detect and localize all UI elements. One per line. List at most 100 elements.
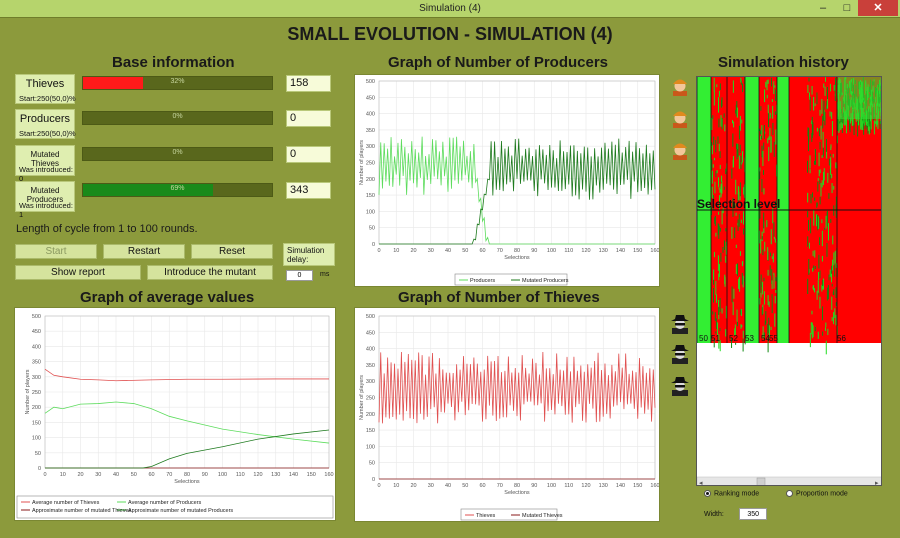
history-streak xyxy=(737,143,739,157)
x-tick-label: 30 xyxy=(95,472,101,478)
x-tick-label: 90 xyxy=(531,248,537,254)
history-streak xyxy=(808,77,810,82)
history-streak xyxy=(821,284,823,292)
history-streak xyxy=(735,212,737,216)
x-tick-label: 110 xyxy=(564,483,573,489)
history-streak xyxy=(867,121,869,131)
history-streak xyxy=(807,160,809,173)
y-tick-label: 0 xyxy=(372,242,375,248)
history-scroll-thumb xyxy=(756,477,766,485)
history-streak xyxy=(773,222,775,237)
y-tick-label: 100 xyxy=(366,444,375,450)
reset-button[interactable]: Reset xyxy=(191,244,273,259)
history-streak xyxy=(738,278,740,289)
history-streak xyxy=(845,116,847,125)
history-streak xyxy=(762,150,764,167)
history-streak xyxy=(725,241,727,255)
simulation-delay-unit: ms xyxy=(320,271,330,278)
history-streak xyxy=(715,170,717,178)
history-streak xyxy=(810,194,812,204)
x-tick-label: 60 xyxy=(479,248,485,254)
history-streak xyxy=(740,219,742,224)
show-report-button[interactable]: Show report xyxy=(15,265,141,280)
history-streak xyxy=(807,127,809,137)
history-streak xyxy=(736,143,738,150)
history-streak xyxy=(718,306,720,315)
history-streak xyxy=(807,211,809,218)
mutated-thieves-value: 0 xyxy=(286,146,331,163)
y-tick-label: 250 xyxy=(366,396,375,402)
history-scrollbar xyxy=(697,476,881,485)
history-streak xyxy=(770,326,772,331)
history-streak xyxy=(743,228,745,235)
history-streak xyxy=(831,173,833,179)
history-streak xyxy=(810,218,812,234)
history-streak xyxy=(759,128,761,132)
history-streak xyxy=(715,280,717,295)
x-tick-label: 160 xyxy=(324,472,333,478)
history-streak xyxy=(814,197,816,201)
history-streak xyxy=(714,217,716,224)
history-streak xyxy=(814,288,816,293)
history-streak xyxy=(828,274,830,281)
history-streak xyxy=(711,175,713,184)
history-streak xyxy=(759,167,761,172)
introduce-mutant-button[interactable]: Introduce the mutant xyxy=(147,265,273,280)
proportion-mode-radio[interactable]: Proportion mode xyxy=(786,490,848,497)
start-button[interactable]: Start xyxy=(15,244,97,259)
history-streak xyxy=(771,297,773,314)
history-map: 50 51 52 53 54 55 56◂ ▸ xyxy=(697,77,881,485)
history-streak xyxy=(761,307,763,316)
y-axis-label: Number of players xyxy=(25,369,31,414)
history-streak xyxy=(731,168,733,179)
history-streak xyxy=(874,121,876,124)
x-tick-label: 120 xyxy=(581,248,590,254)
history-streak xyxy=(775,129,777,145)
history-streak xyxy=(774,85,776,88)
history-streak xyxy=(717,322,719,335)
history-streak xyxy=(768,301,770,307)
thief-avatar-icon xyxy=(671,315,689,334)
history-streak xyxy=(818,271,820,281)
history-mark-label: 51 xyxy=(711,334,720,343)
history-streak xyxy=(811,322,813,325)
minimize-button[interactable]: – xyxy=(819,2,827,14)
history-streak xyxy=(719,327,721,332)
simulation-delay-input[interactable]: 0 xyxy=(286,270,313,281)
history-streak xyxy=(823,100,825,112)
ranking-mode-radio[interactable]: Ranking mode xyxy=(704,490,759,497)
history-streak xyxy=(814,266,816,269)
history-streak xyxy=(809,155,811,169)
close-button[interactable]: ✕ xyxy=(858,0,898,16)
y-tick-label: 200 xyxy=(32,405,41,411)
history-streak xyxy=(831,296,833,310)
producer-avatar-icon xyxy=(673,143,687,160)
history-streak xyxy=(740,80,742,85)
x-axis-label: Selections xyxy=(504,490,530,496)
history-streak xyxy=(722,247,724,253)
maximize-button[interactable]: □ xyxy=(843,2,851,14)
mutated-producers-progress-pct: 69% xyxy=(170,185,185,192)
x-tick-label: 40 xyxy=(445,483,451,489)
history-streak xyxy=(769,252,771,257)
history-streak xyxy=(770,136,772,153)
history-streak xyxy=(732,301,734,316)
history-streak xyxy=(821,219,823,224)
legend-label: Mutated Producers xyxy=(522,278,569,284)
history-streak xyxy=(764,89,766,103)
history-streak xyxy=(838,118,840,132)
history-streak xyxy=(840,117,842,129)
history-streak xyxy=(718,97,720,113)
history-streak xyxy=(734,205,736,209)
history-streak xyxy=(817,217,819,230)
restart-button[interactable]: Restart xyxy=(103,244,185,259)
page-title: SMALL EVOLUTION - SIMULATION (4) xyxy=(287,24,613,44)
width-spinner[interactable]: 350 xyxy=(739,508,767,520)
history-streak xyxy=(861,121,863,131)
history-streak xyxy=(807,192,809,203)
history-streak xyxy=(821,155,823,159)
x-tick-label: 0 xyxy=(377,483,380,489)
history-streak xyxy=(714,312,716,321)
x-tick-label: 140 xyxy=(616,248,625,254)
history-streak xyxy=(824,111,826,120)
